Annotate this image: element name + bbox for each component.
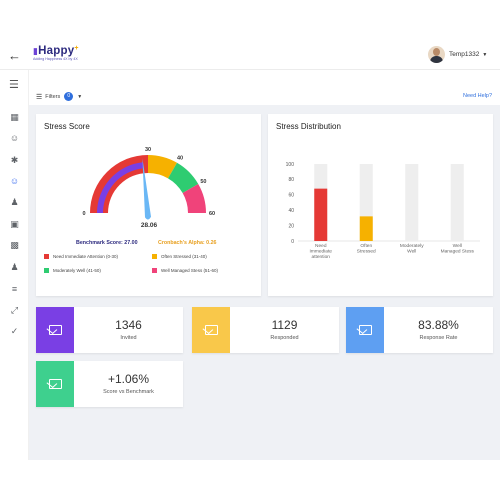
stat-label: Score vs Benchmark <box>103 389 154 395</box>
y-tick-label: 60 <box>288 193 294 199</box>
logo-plus-icon: + <box>74 45 79 52</box>
logo-tagline: Adding Happiness 4X by 4X <box>33 57 78 61</box>
gauge-band <box>168 162 199 193</box>
legend-item: Well Managed Stess (51-60) <box>152 268 218 273</box>
invited-stat-card: 1346 Invited <box>36 307 183 353</box>
logo[interactable]: ▮Happy+ Adding Happiness 4X by 4X <box>33 45 79 61</box>
stress-distribution-title: Stress Distribution <box>276 122 341 131</box>
stat-value: +1.06% <box>107 372 150 386</box>
x-tick-label: Immediate <box>310 249 333 255</box>
mood-icon[interactable]: ☺ <box>9 176 20 186</box>
x-tick-label: Stressed <box>357 249 376 255</box>
user-add-icon[interactable]: ♟ <box>10 262 19 272</box>
people-icon[interactable]: ♟ <box>10 197 19 207</box>
y-tick-label: 0 <box>291 239 294 245</box>
y-tick-label: 20 <box>288 223 294 229</box>
chevron-down-icon[interactable]: ▼ <box>482 51 488 58</box>
building-icon[interactable]: ▣ <box>10 219 19 229</box>
stress-gauge: 0 30 40 50 60 28.06 <box>82 147 215 229</box>
stat-icon-box <box>192 307 230 353</box>
y-tick-label: 40 <box>288 208 294 214</box>
filters-button[interactable]: ☰ Filters 0 ▼ <box>36 92 82 101</box>
legend-item: Often Stressed (31-40) <box>152 254 207 259</box>
stat-icon-box <box>346 307 384 353</box>
filter-count-badge: 0 <box>64 92 74 101</box>
user-menu[interactable]: Temp1332 ▼ <box>428 46 487 63</box>
filters-label: Filters <box>45 93 61 100</box>
responded-stat-card: 1129 Responded <box>192 307 339 353</box>
username: Temp1332 <box>449 51 480 58</box>
bar-background <box>450 164 464 241</box>
stress-score-card: Stress Score 0 30 40 50 60 28.06 Benchmark Sc… <box>36 114 261 296</box>
gauge-band <box>182 184 206 213</box>
top-header <box>0 40 500 70</box>
gauge-score-value: 28.06 <box>141 222 158 229</box>
smiley-icon[interactable]: ☺ <box>9 133 20 143</box>
need-help-link[interactable]: Need Help? <box>463 93 493 99</box>
logo-bars-icon: ▮ <box>33 46 39 56</box>
score-vs-benchmark-stat-card: +1.06% Score vs Benchmark <box>36 361 183 407</box>
legend-item: Moderately Well (41-50) <box>44 268 101 273</box>
figure-icon[interactable]: ✱ <box>10 155 19 165</box>
envelope-check-icon <box>204 325 218 335</box>
x-tick-label: Often <box>360 243 372 249</box>
dashboard-icon[interactable]: ▦ <box>10 112 19 122</box>
legend-item: Need Immediate Attention (0-30) <box>44 254 118 259</box>
stress-score-title: Stress Score <box>44 122 90 131</box>
gauge-tick-label: 60 <box>209 211 215 217</box>
avatar[interactable] <box>428 46 445 63</box>
y-tick-label: 80 <box>288 177 294 183</box>
report-icon[interactable]: ▩ <box>10 240 19 250</box>
cronbach-alpha: Cronbach's Alpha: 0.26 <box>158 240 217 246</box>
gauge-needle <box>142 158 151 220</box>
gauge-tick-label: 40 <box>177 156 183 162</box>
envelope-check-icon <box>358 325 372 335</box>
bar <box>314 188 328 241</box>
gauge-band <box>148 155 177 179</box>
expand-icon[interactable]: ⤢ <box>10 305 19 315</box>
stat-label: Invited <box>120 335 137 341</box>
stat-label: Response Rate <box>419 335 458 341</box>
sidebar <box>0 70 29 460</box>
hamburger-menu-icon[interactable]: ☰ <box>9 79 19 91</box>
stat-icon-box <box>36 307 74 353</box>
stat-icon-box <box>36 361 74 407</box>
x-tick-label: Moderately <box>400 243 424 249</box>
x-tick-label: Managed Stess <box>441 249 475 255</box>
y-tick-label: 100 <box>286 162 295 168</box>
filter-icon: ☰ <box>36 93 43 101</box>
bar <box>359 216 373 241</box>
x-tick-label: Well <box>453 243 462 249</box>
chevron-down-icon: ▼ <box>77 93 83 100</box>
stat-value: 1129 <box>271 318 298 332</box>
gauge-value-band <box>97 162 144 213</box>
envelope-check-icon <box>48 379 62 389</box>
stat-label: Responded <box>270 335 299 341</box>
stress-distribution-card: Stress Distribution 0 20 40 60 80 100 Need Imme… <box>268 114 493 296</box>
gauge-tick-label: 50 <box>200 179 206 185</box>
x-tick-label: Well <box>407 249 416 255</box>
logo-text: Happy <box>38 45 75 57</box>
list-icon[interactable]: ≡ <box>11 284 18 294</box>
gauge-tick-label: 30 <box>145 147 151 153</box>
x-tick-label: attention <box>312 254 331 260</box>
response-rate-stat-card: 83.88% Response Rate <box>346 307 493 353</box>
bar-background <box>405 164 419 241</box>
envelope-check-icon <box>48 325 62 335</box>
gauge-tick-label: 0 <box>82 211 85 217</box>
stat-value: 1346 <box>115 318 142 332</box>
back-arrow-icon[interactable]: ← <box>8 48 21 63</box>
benchmark-score: Benchmark Score: 27.00 <box>76 240 138 246</box>
stat-value: 83.88% <box>418 318 459 332</box>
check-circle-icon[interactable]: ✓ <box>10 326 19 336</box>
x-tick-label: Need <box>315 243 327 249</box>
